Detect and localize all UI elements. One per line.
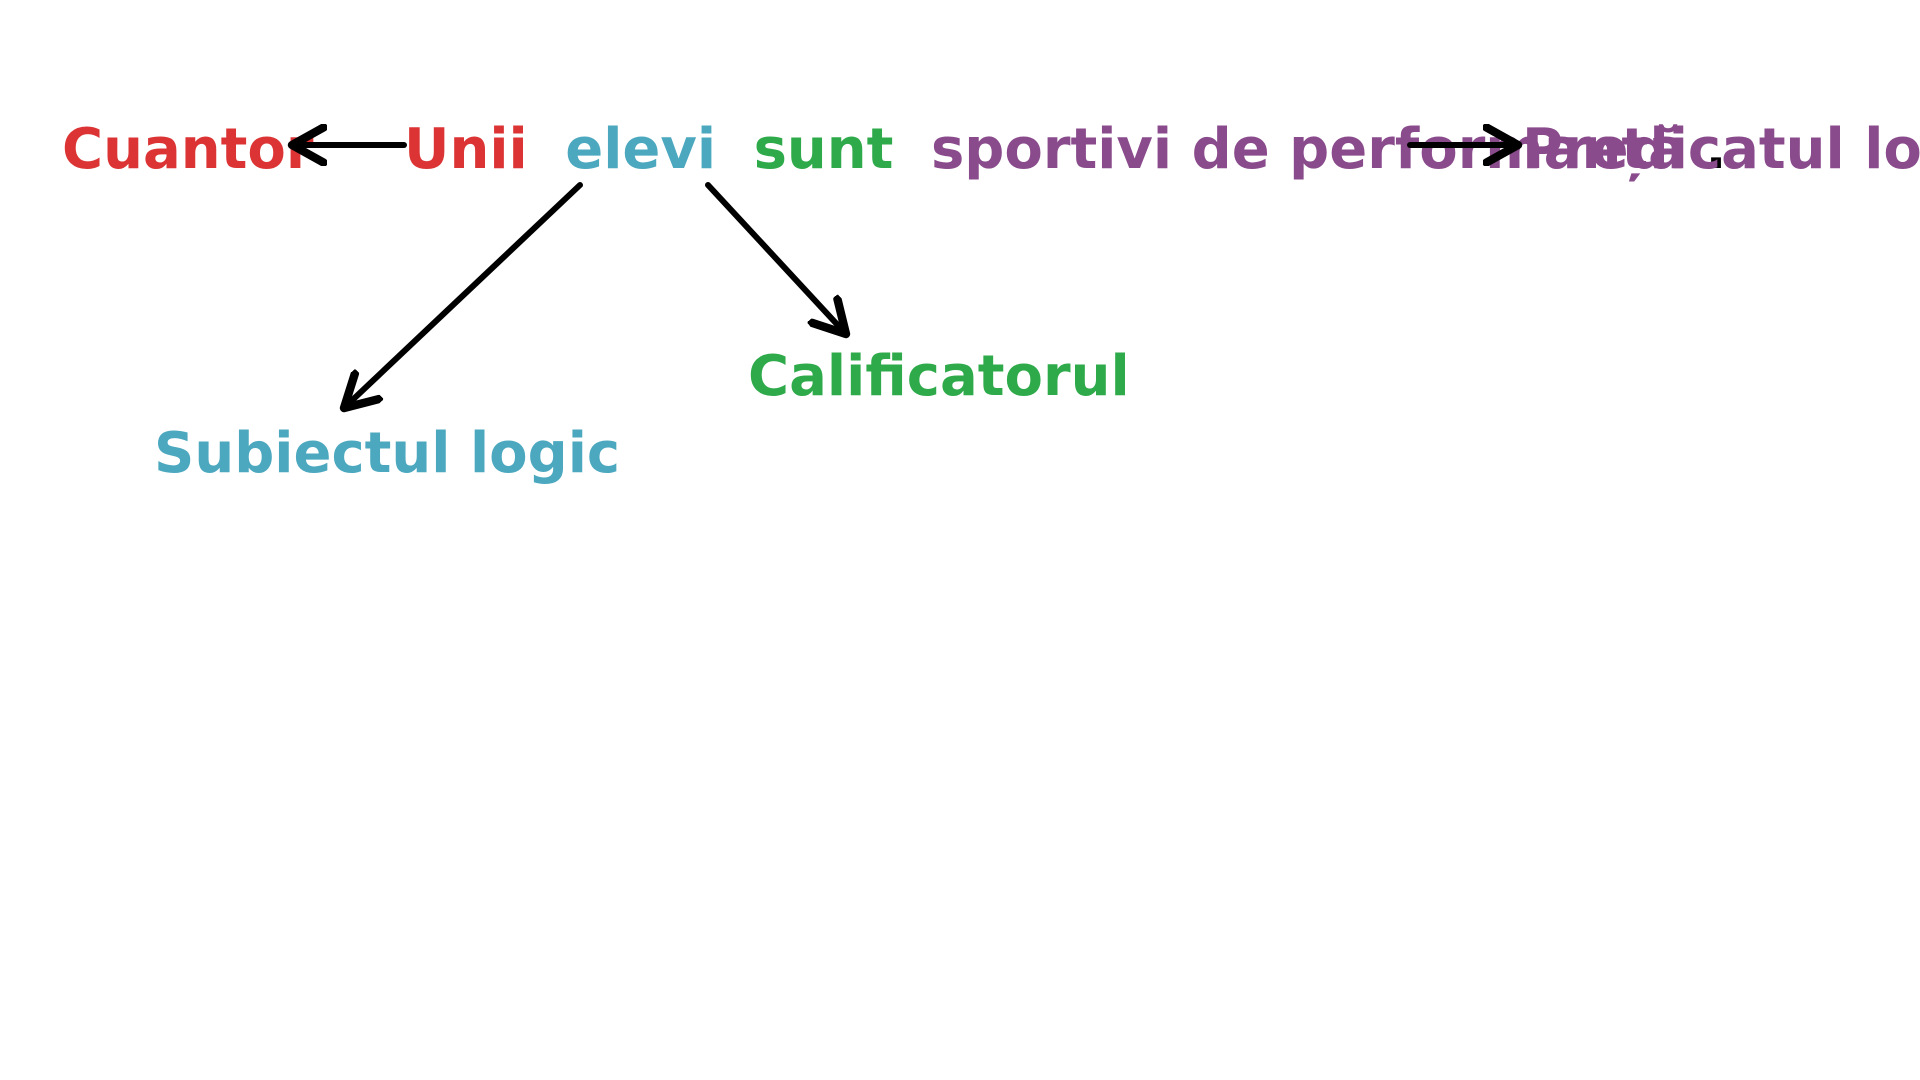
sentence: Unii elevi sunt sportivi de performanță … xyxy=(404,117,1727,182)
arrow-to-qualifier xyxy=(705,182,846,334)
arrow-to-subject xyxy=(344,182,583,408)
subject-label: Subiectul logic xyxy=(154,421,620,486)
sentence-quantifier-word: Unii xyxy=(404,117,528,182)
predicate-label: Predicatul logic xyxy=(1522,117,1920,182)
qualifier-label: Calificatorul xyxy=(748,344,1130,409)
sentence-qualifier-word: sunt xyxy=(754,117,894,182)
quantifier-label: Cuantor xyxy=(62,117,314,182)
sentence-predicate-words: sportivi de performanță xyxy=(931,117,1686,182)
sentence-period: . xyxy=(1705,117,1726,182)
sentence-subject-word: elevi xyxy=(565,117,716,182)
